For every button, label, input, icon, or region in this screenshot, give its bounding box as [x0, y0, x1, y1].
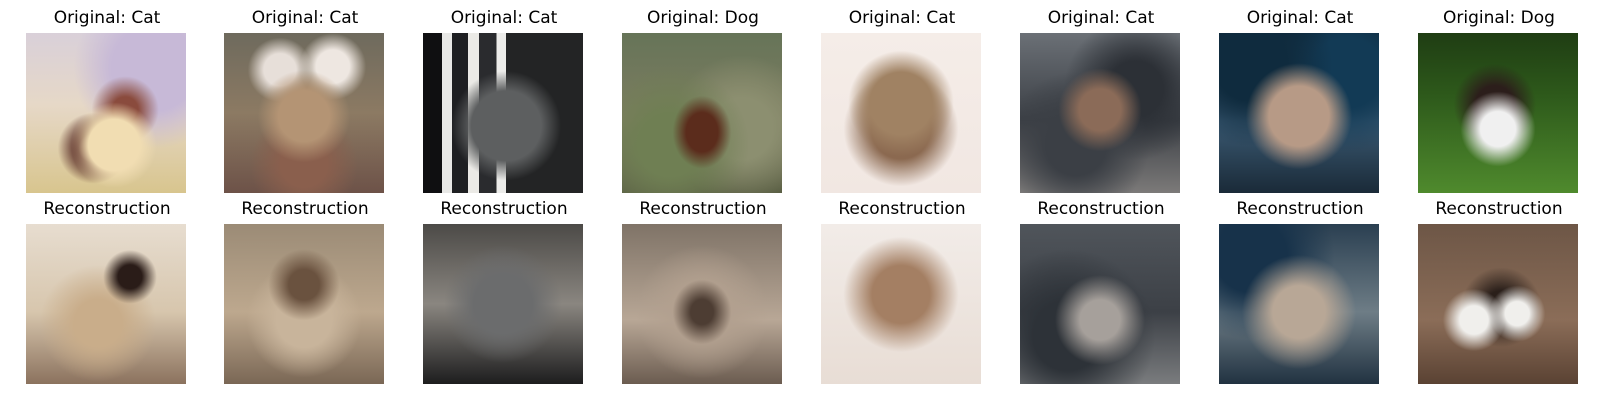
original-panel-5: Original: Cat	[821, 0, 983, 200]
panel-title: Original: Dog	[647, 8, 759, 28]
reconstruction-panel-8: Reconstruction	[1418, 0, 1580, 384]
original-image	[224, 33, 384, 193]
reconstruction-image	[423, 224, 583, 384]
original-image	[821, 33, 981, 193]
original-panel-1: Original: Cat	[26, 0, 188, 200]
original-panel-8: Original: Dog	[1418, 0, 1580, 200]
reconstruction-image	[622, 224, 782, 384]
panel-title: Reconstruction	[639, 199, 767, 219]
panel-title: Original: Cat	[450, 8, 558, 28]
panel-title: Reconstruction	[241, 199, 369, 219]
original-panel-7: Original: Cat	[1219, 0, 1381, 200]
panel-title: Original: Cat	[1047, 8, 1155, 28]
original-image	[26, 33, 186, 193]
panel-title: Reconstruction	[838, 199, 966, 219]
reconstruction-panel-7: Reconstruction	[1219, 0, 1381, 384]
panel-title: Reconstruction	[1435, 199, 1563, 219]
original-image	[622, 33, 782, 193]
reconstruction-panel-1: Reconstruction	[26, 0, 188, 384]
panel-title: Original: Cat	[53, 8, 161, 28]
reconstruction-image	[1418, 224, 1578, 384]
reconstruction-image	[26, 224, 186, 384]
original-panel-2: Original: Cat	[224, 0, 386, 200]
panel-title: Original: Cat	[1246, 8, 1354, 28]
original-image	[1418, 33, 1578, 193]
reconstruction-panel-3: Reconstruction	[423, 0, 585, 384]
reconstruction-image	[1219, 224, 1379, 384]
reconstruction-panel-2: Reconstruction	[224, 0, 386, 384]
reconstruction-image	[224, 224, 384, 384]
panel-title: Reconstruction	[1037, 199, 1165, 219]
panel-title: Original: Dog	[1443, 8, 1555, 28]
reconstruction-image	[821, 224, 981, 384]
panel-title: Original: Cat	[251, 8, 359, 28]
reconstruction-panel-6: Reconstruction	[1020, 0, 1182, 384]
panel-title: Original: Cat	[848, 8, 956, 28]
panel-title: Reconstruction	[43, 199, 171, 219]
original-image	[1020, 33, 1180, 193]
original-image	[1219, 33, 1379, 193]
original-panel-4: Original: Dog	[622, 0, 784, 200]
original-image	[423, 33, 583, 193]
panel-title: Reconstruction	[1236, 199, 1364, 219]
original-panel-6: Original: Cat	[1020, 0, 1182, 200]
reconstruction-image	[1020, 224, 1180, 384]
panel-title: Reconstruction	[440, 199, 568, 219]
original-panel-3: Original: Cat	[423, 0, 585, 200]
reconstruction-panel-5: Reconstruction	[821, 0, 983, 384]
reconstruction-panel-4: Reconstruction	[622, 0, 784, 384]
